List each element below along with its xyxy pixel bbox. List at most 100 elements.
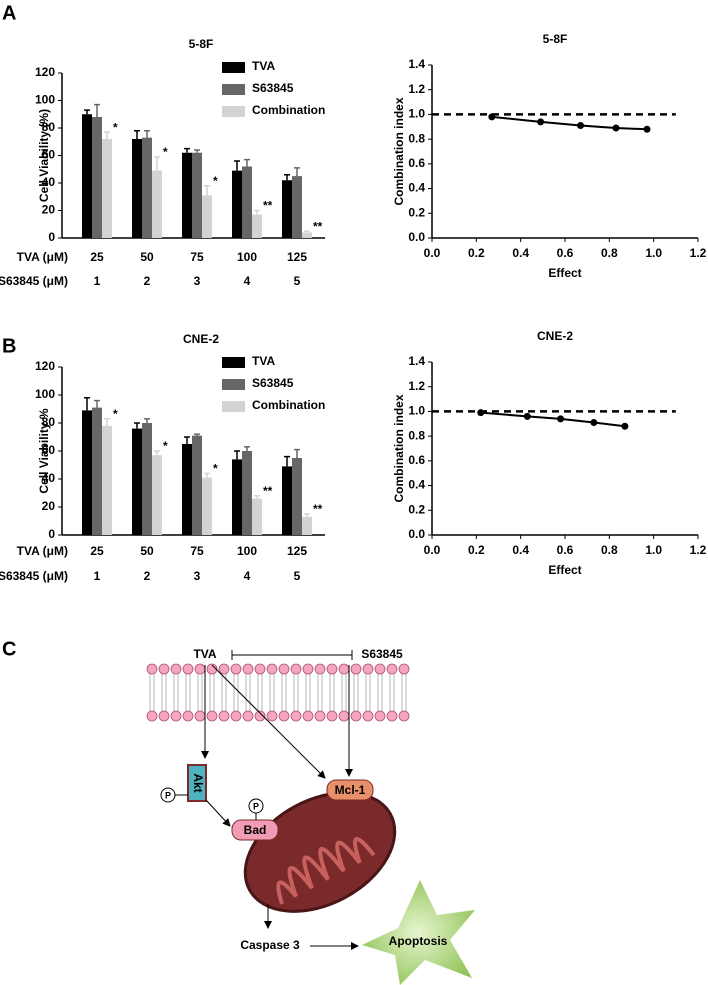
bar bbox=[152, 455, 162, 535]
y-axis-label: Combination index bbox=[392, 97, 406, 205]
lipid-head bbox=[302, 663, 314, 675]
lipid-head bbox=[206, 710, 218, 722]
lipid-head bbox=[194, 710, 206, 722]
bar bbox=[282, 180, 292, 238]
bar bbox=[92, 117, 102, 238]
y-tick-label: 0.0 bbox=[408, 230, 425, 244]
bad-box bbox=[231, 819, 279, 841]
lipid-head bbox=[254, 663, 266, 675]
lipid-head bbox=[266, 663, 278, 675]
x-tick-label: 0.4 bbox=[512, 543, 529, 557]
x-tick-label: 50 bbox=[140, 250, 154, 264]
lipid-head bbox=[182, 710, 194, 722]
lipid-head bbox=[170, 710, 182, 722]
lipid-head bbox=[398, 663, 410, 675]
bar bbox=[192, 435, 202, 535]
y-tick-label: 1.2 bbox=[408, 379, 425, 393]
x-row-label: TVA (μM) bbox=[17, 250, 68, 264]
y-tick-label: 1.0 bbox=[408, 107, 425, 121]
y-tick-label: 0.2 bbox=[408, 502, 425, 516]
x-tick-label: 1 bbox=[94, 274, 101, 288]
legend-label: Combination bbox=[252, 103, 325, 117]
significance: ** bbox=[263, 199, 273, 213]
lipid-head bbox=[278, 710, 290, 722]
y-axis-label: Cell Viability % bbox=[37, 408, 51, 493]
node-label: P bbox=[165, 790, 171, 800]
significance: * bbox=[213, 174, 218, 188]
lipid-head bbox=[374, 710, 386, 722]
legend-swatch bbox=[222, 106, 245, 117]
legend-swatch bbox=[222, 357, 245, 368]
node-label: Mcl-1 bbox=[335, 783, 366, 797]
x-tick-label: 2 bbox=[144, 274, 151, 288]
lipid-head bbox=[386, 710, 398, 722]
y-tick-label: 0.4 bbox=[408, 478, 425, 492]
significance: ** bbox=[313, 219, 323, 233]
data-line bbox=[480, 411, 625, 428]
x-tick-label: 125 bbox=[287, 250, 307, 264]
data-point bbox=[537, 118, 545, 126]
x-row-label: TVA (μM) bbox=[17, 544, 68, 558]
x-row-label: S63845 (μM) bbox=[0, 569, 68, 583]
lipid-head bbox=[266, 710, 278, 722]
lipid-head bbox=[338, 710, 350, 722]
bar bbox=[82, 410, 92, 535]
significance: * bbox=[163, 439, 168, 453]
bar bbox=[232, 459, 242, 535]
legend-label: TVA bbox=[252, 59, 275, 73]
x-tick-label: 100 bbox=[237, 544, 257, 558]
x-tick-label: 3 bbox=[194, 569, 201, 583]
node-label: Apoptosis bbox=[389, 934, 448, 948]
x-tick-label: 75 bbox=[190, 250, 204, 264]
y-tick-label: 60 bbox=[42, 148, 56, 162]
node-label: Akt bbox=[191, 773, 205, 792]
y-tick-label: 40 bbox=[42, 175, 56, 189]
x-tick-label: 5 bbox=[294, 274, 301, 288]
bar bbox=[252, 214, 262, 238]
x-tick-label: 3 bbox=[194, 274, 201, 288]
significance: * bbox=[113, 120, 118, 134]
y-tick-label: 0.0 bbox=[408, 527, 425, 541]
bar bbox=[92, 407, 102, 535]
x-tick-label: 75 bbox=[190, 544, 204, 558]
data-point bbox=[523, 412, 531, 420]
lipid-head bbox=[326, 663, 338, 675]
x-tick-label: 1.2 bbox=[690, 246, 707, 260]
bar bbox=[152, 170, 162, 238]
chart-title: CNE-2 bbox=[183, 332, 219, 346]
chart-title: 5-8F bbox=[189, 37, 214, 51]
bar bbox=[182, 444, 192, 535]
y-axis-label: Combination index bbox=[392, 394, 406, 502]
x-tick-label: 0.6 bbox=[557, 246, 574, 260]
y-tick-label: 0 bbox=[48, 527, 55, 541]
x-tick-label: 0.8 bbox=[601, 246, 618, 260]
lipid-head bbox=[158, 710, 170, 722]
x-tick-label: 0.8 bbox=[601, 543, 618, 557]
bar bbox=[282, 466, 292, 535]
legend-swatch bbox=[222, 401, 245, 412]
significance: ** bbox=[263, 484, 273, 498]
y-tick-label: 20 bbox=[42, 203, 56, 217]
lipid-head bbox=[350, 663, 362, 675]
bar bbox=[182, 152, 192, 238]
bar bbox=[102, 139, 112, 238]
lipid-head bbox=[302, 710, 314, 722]
x-tick-label: 0.6 bbox=[557, 543, 574, 557]
x-tick-label: 2 bbox=[144, 569, 151, 583]
x-tick-label: 50 bbox=[140, 544, 154, 558]
bar bbox=[202, 477, 212, 535]
x-tick-label: 0.2 bbox=[468, 543, 485, 557]
bar bbox=[132, 428, 142, 535]
arrow bbox=[211, 664, 326, 779]
bar bbox=[252, 498, 262, 535]
lipid-head bbox=[314, 663, 326, 675]
lipid-head bbox=[290, 710, 302, 722]
lipid-head bbox=[362, 663, 374, 675]
lipid-head bbox=[218, 663, 230, 675]
lipid-head bbox=[170, 663, 182, 675]
x-tick-label: 4 bbox=[244, 274, 251, 288]
y-tick-label: 0.8 bbox=[408, 428, 425, 442]
significance: * bbox=[113, 407, 118, 421]
y-tick-label: 0.4 bbox=[408, 181, 425, 195]
cristae bbox=[276, 836, 376, 905]
